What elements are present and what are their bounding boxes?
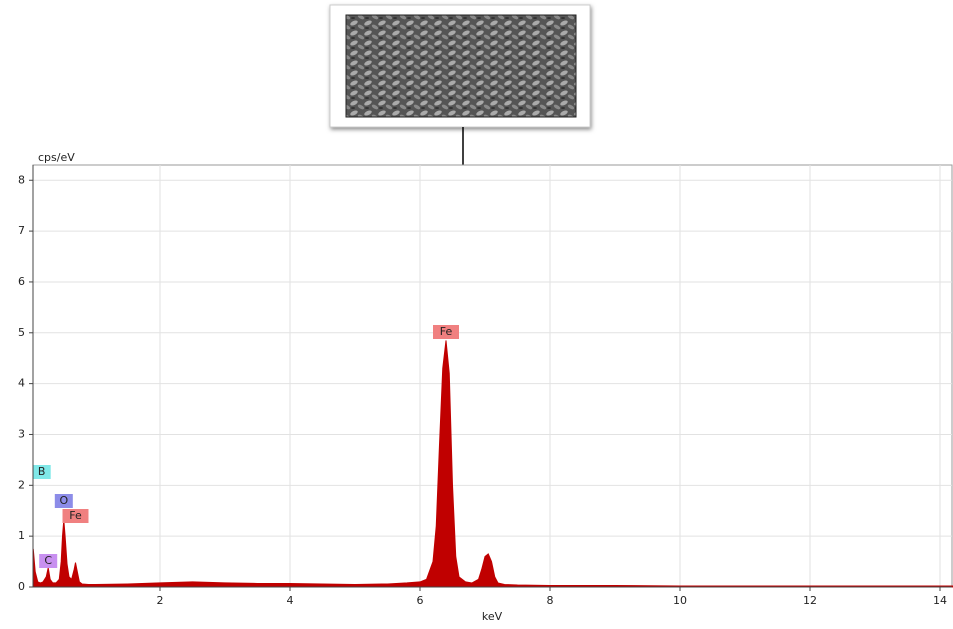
element-label-box — [62, 509, 89, 523]
y-tick-label: 8 — [18, 173, 25, 186]
element-label-box — [54, 494, 73, 508]
x-tick-label: 14 — [933, 594, 947, 607]
element-label: B — [38, 465, 46, 478]
element-label: Fe — [440, 325, 453, 338]
x-tick-label: 4 — [287, 594, 294, 607]
y-tick-label: 2 — [18, 478, 25, 491]
element-label-box — [39, 554, 58, 568]
y-tick-label: 7 — [18, 224, 25, 237]
element-label-box — [433, 325, 459, 339]
x-tick-label: 12 — [803, 594, 817, 607]
spectrum-area — [32, 340, 953, 588]
x-tick-label: 8 — [547, 594, 554, 607]
micrograph-frame — [329, 4, 591, 128]
y-axis-label: cps/eV — [38, 151, 75, 164]
element-label-box — [32, 465, 51, 479]
element-label: C — [44, 554, 52, 567]
plot-area — [32, 164, 953, 588]
y-tick-label: 3 — [18, 427, 25, 440]
element-label: O — [59, 494, 68, 507]
y-tick-label: 6 — [18, 275, 25, 288]
y-tick-label: 1 — [18, 529, 25, 542]
y-tick-label: 4 — [18, 377, 25, 390]
x-tick-label: 10 — [673, 594, 687, 607]
y-tick-label: 5 — [18, 326, 25, 339]
element-label: Fe — [69, 509, 82, 522]
y-tick-label: 0 — [18, 580, 25, 593]
x-tick-label: 2 — [157, 594, 164, 607]
x-axis-label: keV — [482, 610, 503, 623]
x-tick-label: 6 — [417, 594, 424, 607]
